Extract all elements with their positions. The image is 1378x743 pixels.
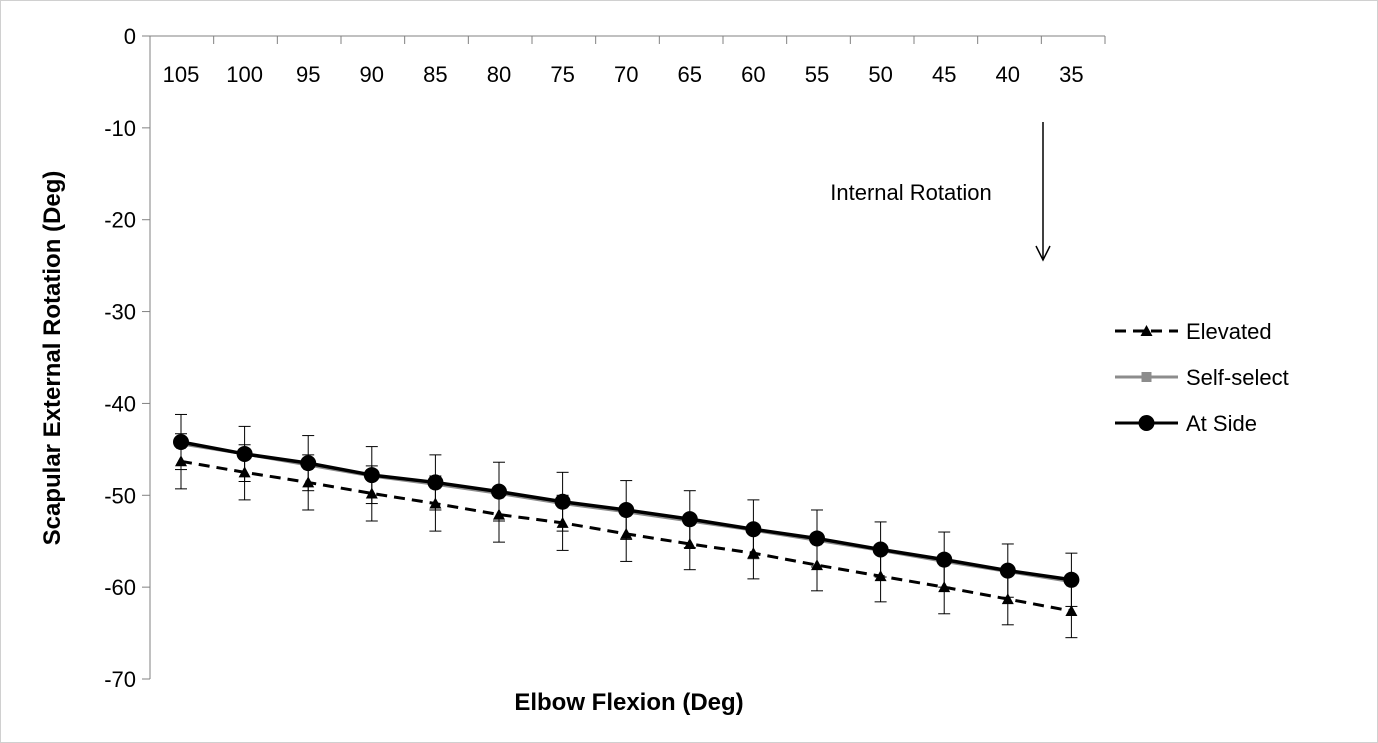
data-point-at-side: [936, 551, 953, 568]
y-tick-label: -30: [104, 300, 136, 325]
y-tick-label: -70: [104, 667, 136, 692]
legend-marker-icon: [1138, 415, 1155, 431]
legend-marker-icon: [1141, 372, 1152, 382]
y-tick-label: -50: [104, 483, 136, 508]
x-tick-label: 90: [360, 62, 384, 87]
annotation-text: Internal Rotation: [830, 180, 991, 205]
x-tick-label: 50: [868, 62, 892, 87]
legend-label: Self-select: [1186, 365, 1289, 390]
data-point-at-side: [363, 467, 380, 484]
series-layer: [173, 413, 1080, 639]
legend-label: At Side: [1186, 411, 1257, 436]
x-tick-label: 65: [678, 62, 702, 87]
series-at-side: [173, 413, 1080, 607]
x-tick-label: 60: [741, 62, 765, 87]
x-tick-label: 70: [614, 62, 638, 87]
data-point-at-side: [300, 455, 317, 472]
y-tick-label: 0: [124, 24, 136, 49]
y-tick-label: -20: [104, 208, 136, 233]
y-axis-title: Scapular External Rotation (Deg): [39, 171, 66, 546]
data-point-at-side: [173, 434, 189, 451]
legend-label: Elevated: [1186, 319, 1272, 344]
x-tick-label: 95: [296, 62, 320, 87]
x-tick-label: 45: [932, 62, 956, 87]
x-axis: 105 100 95 90 85 80 75 70 65 60 55 50 45 40 35: [149, 35, 1106, 87]
data-point-at-side: [236, 445, 253, 462]
x-tick-label: 35: [1059, 62, 1083, 87]
x-tick-label: 100: [226, 62, 263, 87]
legend-item-elevated: Elevated: [1115, 319, 1272, 344]
data-point-elevated: [1065, 605, 1078, 617]
data-point-at-side: [554, 493, 571, 510]
legend-item-at-side: At Side: [1115, 411, 1257, 436]
data-point-at-side: [999, 562, 1016, 579]
x-tick-label: 55: [805, 62, 829, 87]
data-point-at-side: [872, 541, 889, 558]
data-point-at-side: [427, 474, 444, 491]
data-point-at-side: [1063, 571, 1080, 588]
x-tick-label: 80: [487, 62, 511, 87]
data-point-at-side: [618, 501, 635, 518]
x-tick-label: 85: [423, 62, 447, 87]
y-axis: 0 -10 -20 -30 -40 -50 -60 -70: [104, 24, 151, 692]
y-tick-label: -60: [104, 575, 136, 600]
y-tick-label: -10: [104, 116, 136, 141]
legend-item-self-select: Self-select: [1115, 365, 1289, 390]
data-point-at-side: [681, 511, 698, 528]
data-point-at-side: [491, 483, 507, 500]
data-point-at-side: [809, 530, 825, 547]
data-point-elevated: [1001, 593, 1014, 605]
annotation-arrowhead-icon: [1035, 245, 1051, 262]
x-tick-label: 105: [163, 62, 200, 87]
data-point-at-side: [745, 521, 762, 538]
annotation-internal-rotation: Internal Rotation: [830, 122, 1051, 262]
y-tick-label: -40: [104, 391, 136, 416]
legend-marker-icon: [1140, 325, 1153, 336]
legend: Elevated Self-select At Side: [1115, 319, 1289, 436]
x-tick-label: 75: [550, 62, 574, 87]
x-tick-label: 40: [996, 62, 1020, 87]
x-axis-title: Elbow Flexion (Deg): [514, 689, 743, 716]
